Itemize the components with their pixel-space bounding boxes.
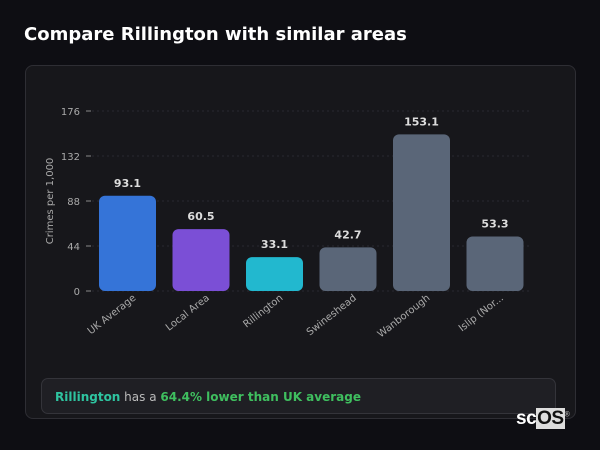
y-tick-label: 132 bbox=[61, 152, 80, 163]
y-tick-label: 88 bbox=[67, 197, 80, 208]
page-title: Compare Rillington with similar areas bbox=[24, 24, 407, 45]
x-tick-label: Local Area bbox=[164, 293, 212, 334]
area-name: Rillington bbox=[55, 390, 121, 404]
y-tick-label: 0 bbox=[74, 287, 80, 298]
data-label: 33.1 bbox=[261, 238, 288, 251]
bar bbox=[172, 229, 230, 291]
data-label: 153.1 bbox=[404, 115, 439, 128]
comparison-value: 64.4% lower than UK average bbox=[160, 390, 361, 404]
bar bbox=[319, 247, 377, 291]
x-tick-label: Islip (Nor... bbox=[457, 293, 506, 335]
bar bbox=[99, 195, 156, 291]
y-tick-label: 44 bbox=[67, 242, 80, 253]
x-tick-label: Rillington bbox=[241, 293, 285, 331]
bar bbox=[393, 134, 450, 291]
y-tick-label: 176 bbox=[61, 107, 80, 118]
comparison-summary: Rillington has a 64.4% lower than UK ave… bbox=[41, 378, 556, 414]
data-label: 42.7 bbox=[334, 228, 361, 241]
data-label: 53.3 bbox=[481, 217, 508, 230]
y-axis-label: Crimes per 1,000 bbox=[45, 158, 56, 245]
summary-text: has a bbox=[120, 390, 161, 404]
bar bbox=[246, 257, 303, 291]
scos-logo: scOS® bbox=[516, 408, 570, 429]
x-tick-label: Swineshead bbox=[305, 293, 359, 339]
bar bbox=[466, 236, 524, 291]
data-label: 93.1 bbox=[114, 177, 141, 190]
x-tick-label: Wanborough bbox=[376, 293, 433, 341]
data-label: 60.5 bbox=[187, 210, 214, 223]
x-tick-label: UK Average bbox=[86, 293, 139, 337]
